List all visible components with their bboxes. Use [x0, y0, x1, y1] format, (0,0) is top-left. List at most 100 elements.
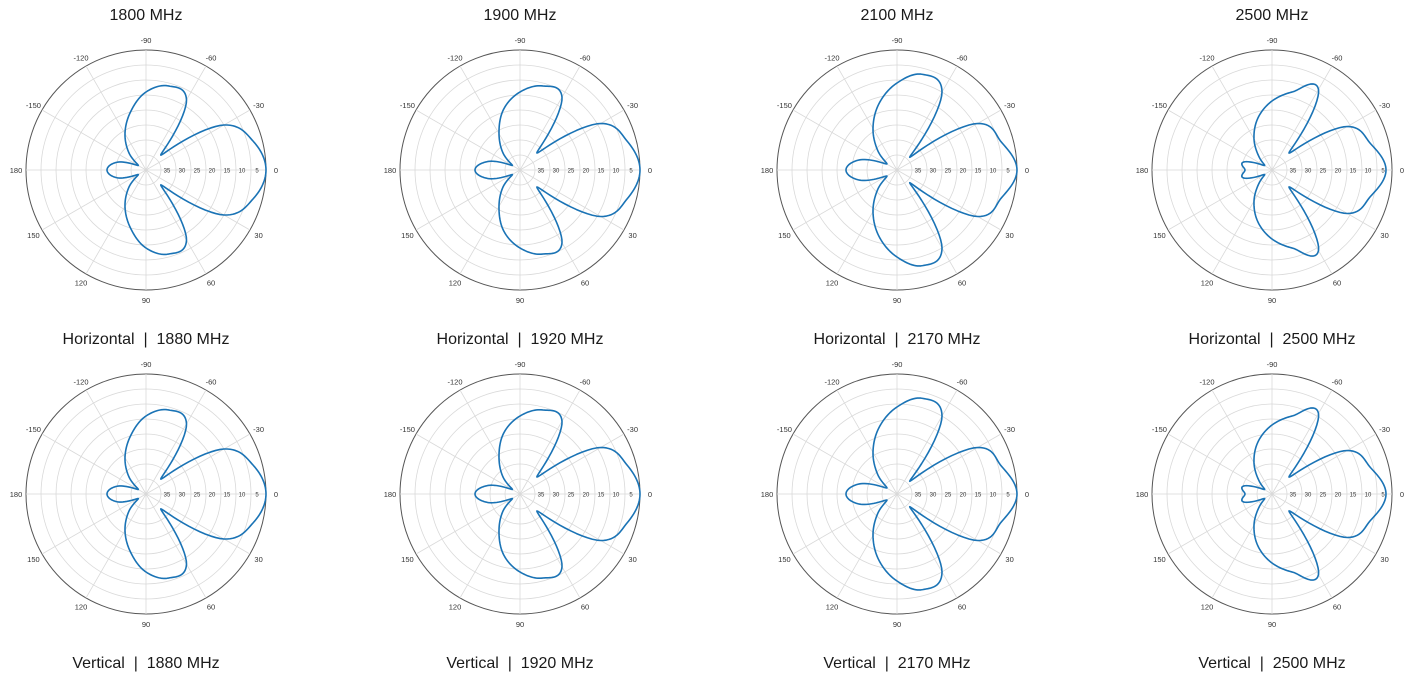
radial-tick-label: 25 — [194, 169, 201, 175]
radial-tick-label: 10 — [613, 169, 620, 175]
radial-tick-label: 5 — [1381, 169, 1385, 175]
polar-grid-spoke — [145, 65, 207, 171]
radial-tick-label: 15 — [224, 169, 231, 175]
polar-grid-spoke — [41, 109, 147, 171]
angle-tick-label: 180 — [384, 490, 397, 499]
angle-tick-label: 120 — [449, 279, 462, 288]
angle-tick-label: -150 — [1152, 425, 1167, 434]
radial-tick-label: 25 — [1320, 493, 1327, 499]
chart-caption: Horizontal | 2170 MHz — [747, 330, 1047, 352]
angle-tick-label: 90 — [516, 296, 524, 305]
polar-grid-spoke — [519, 493, 581, 599]
angle-tick-label: -150 — [400, 101, 415, 110]
angle-tick-label: 90 — [1268, 620, 1276, 629]
polar-grid-spoke — [519, 433, 625, 495]
radial-tick-label: 15 — [598, 493, 605, 499]
radiation-pattern-line — [106, 84, 267, 256]
radial-tick-label: 5 — [629, 169, 633, 175]
radial-tick-label: 30 — [553, 493, 560, 499]
angle-tick-label: 180 — [384, 166, 397, 175]
angle-tick-label: 30 — [254, 555, 262, 564]
radial-tick-label: 25 — [1320, 169, 1327, 175]
angle-tick-label: -120 — [1199, 377, 1214, 386]
radial-tick-label: 5 — [255, 493, 259, 499]
angle-tick-label: 90 — [893, 296, 901, 305]
angle-tick-label: -150 — [26, 425, 41, 434]
chart-title: 1900 MHz — [370, 6, 670, 28]
chart-title-text: 1900 MHz — [483, 7, 557, 24]
radial-tick-label: 20 — [583, 493, 590, 499]
polar-grid-spoke — [896, 169, 958, 275]
angle-tick-label: -120 — [73, 53, 88, 62]
chart-caption-text: Horizontal | 1880 MHz — [62, 331, 230, 348]
angle-tick-label: 90 — [142, 620, 150, 629]
polar-grid-spoke — [1271, 493, 1333, 599]
radial-tick-label: 35 — [1290, 169, 1297, 175]
chart-title-text: 2100 MHz — [860, 7, 934, 24]
angle-tick-label: -60 — [580, 377, 591, 386]
polar-grid-spoke — [41, 169, 147, 231]
polar-grid-spoke — [145, 169, 207, 275]
polar-grid-spoke — [145, 109, 251, 171]
polar-plot: -90 -60 -30 0 30 60 90 120 150 180 -150 -120 35 30 25 2… — [761, 36, 1029, 305]
radial-tick-label: 25 — [945, 169, 952, 175]
radiation-pattern-line — [474, 408, 641, 580]
radial-tick-label: 20 — [1335, 169, 1342, 175]
radiation-pattern-line — [845, 73, 1018, 267]
radial-tick-label: 30 — [930, 493, 937, 499]
radial-tick-label: 35 — [1290, 493, 1297, 499]
angle-tick-label: -120 — [824, 377, 839, 386]
radial-tick-label: 30 — [179, 493, 186, 499]
radiation-pattern-line — [1241, 407, 1387, 581]
polar-grid-spoke — [896, 493, 958, 599]
angle-tick-label: 30 — [1380, 231, 1388, 240]
radial-tick-label: 10 — [613, 493, 620, 499]
angle-tick-label: 180 — [761, 490, 774, 499]
polar-grid-spoke — [1167, 493, 1273, 555]
polar-grid-spoke — [41, 433, 147, 495]
angle-tick-label: 120 — [1201, 279, 1214, 288]
polar-grid-spoke — [1271, 109, 1377, 171]
angle-tick-label: 90 — [893, 620, 901, 629]
polar-grid-spoke — [415, 169, 521, 231]
polar-grid-spoke — [896, 169, 1002, 231]
angle-tick-label: 180 — [1136, 166, 1149, 175]
polar-grid-spoke — [792, 169, 898, 231]
radial-tick-label: 35 — [538, 169, 545, 175]
angle-tick-label: 0 — [1400, 490, 1404, 499]
angle-tick-label: 30 — [1005, 231, 1013, 240]
polar-grid-spoke — [85, 389, 147, 495]
radial-tick-label: 30 — [179, 169, 186, 175]
angle-tick-label: -30 — [1004, 425, 1015, 434]
radial-tick-label: 35 — [164, 169, 171, 175]
polar-grid-spoke — [1211, 493, 1273, 599]
angle-tick-label: -30 — [253, 425, 264, 434]
radial-tick-label: 30 — [930, 169, 937, 175]
bottom-caption: Vertical | 1880 MHz — [0, 654, 296, 676]
radial-tick-label: 15 — [1350, 493, 1357, 499]
angle-tick-label: -60 — [957, 53, 968, 62]
polar-grid-spoke — [792, 493, 898, 555]
radial-tick-label: 5 — [1381, 493, 1385, 499]
angle-tick-label: 0 — [274, 166, 278, 175]
polar-grid-spoke — [415, 109, 521, 171]
polar-plot: -90 -60 -30 0 30 60 90 120 150 180 -150 -120 35 30 25 2… — [10, 36, 278, 305]
polar-grid-spoke — [1211, 65, 1273, 171]
angle-tick-label: -60 — [1332, 377, 1343, 386]
chart-title-text: 2500 MHz — [1235, 7, 1309, 24]
polar-grid-spoke — [145, 389, 207, 495]
angle-tick-label: -30 — [627, 425, 638, 434]
polar-grid-spoke — [1271, 169, 1333, 275]
angle-tick-label: 90 — [142, 296, 150, 305]
polar-grid-spoke — [792, 109, 898, 171]
angle-tick-label: -120 — [447, 377, 462, 386]
radial-tick-label: 20 — [583, 169, 590, 175]
radial-tick-label: 20 — [960, 169, 967, 175]
polar-grid-spoke — [1167, 169, 1273, 231]
chart-caption-text: Horizontal | 2170 MHz — [813, 331, 981, 348]
angle-tick-label: -150 — [26, 101, 41, 110]
polar-plot: -90 -60 -30 0 30 60 90 120 150 180 -150 -120 35 30 25 2… — [384, 36, 652, 305]
radial-tick-label: 20 — [960, 493, 967, 499]
angle-tick-label: -60 — [580, 53, 591, 62]
bottom-caption-text: Vertical | 2500 MHz — [1198, 655, 1346, 672]
